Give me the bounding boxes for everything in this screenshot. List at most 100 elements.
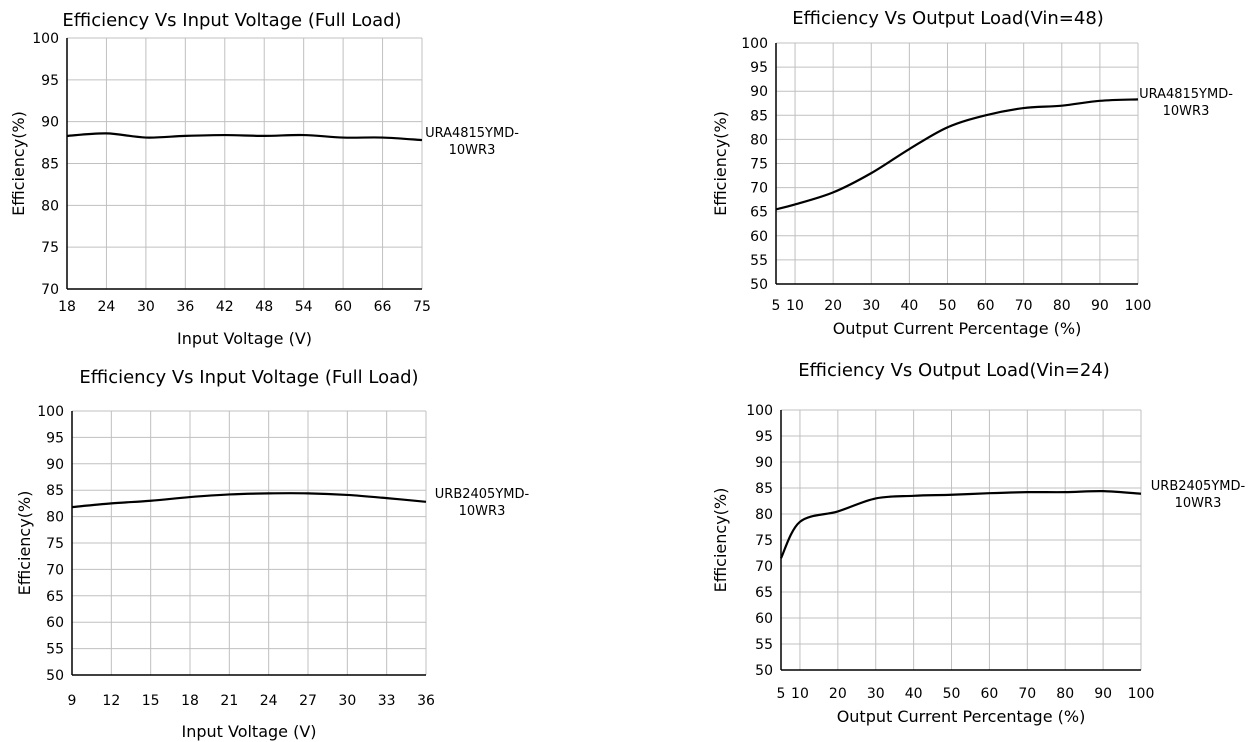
y-tick-label: 55 — [46, 642, 64, 658]
chart-title: Efficiency Vs Output Load(Vin=24) — [798, 360, 1110, 381]
y-tick-label: 95 — [750, 60, 768, 76]
y-tick-label: 90 — [750, 84, 768, 100]
y-tick-label: 50 — [755, 663, 773, 679]
y-tick-label: 100 — [741, 36, 768, 52]
x-tick-label: 80 — [1056, 686, 1074, 702]
y-tick-label: 70 — [750, 181, 768, 197]
x-tick-label: 10 — [791, 686, 809, 702]
y-axis-label: Efficiency(%) — [711, 111, 730, 216]
series-label-line: URA4815YMD- — [1139, 87, 1233, 102]
series-line — [776, 99, 1138, 209]
x-tick-label: 70 — [1015, 298, 1033, 314]
x-tick-label: 30 — [338, 693, 356, 709]
x-tick-label: 21 — [220, 693, 238, 709]
y-tick-label: 70 — [41, 282, 59, 298]
x-tick-label: 30 — [862, 298, 880, 314]
y-axis-label: Efficiency(%) — [711, 488, 730, 593]
y-tick-label: 85 — [755, 481, 773, 497]
x-tick-label: 36 — [176, 299, 194, 315]
x-tick-label: 60 — [334, 299, 352, 315]
x-tick-label: 10 — [786, 298, 804, 314]
x-tick-label: 24 — [98, 299, 116, 315]
x-tick-label: 60 — [981, 686, 999, 702]
x-tick-label: 12 — [102, 693, 120, 709]
x-tick-label: 36 — [417, 693, 435, 709]
x-axis-label: Input Voltage (V) — [181, 722, 316, 741]
y-tick-label: 75 — [755, 533, 773, 549]
chart-3: 50 55 60 65 70 75 80 85 90 95 100 9 12 15 18 21 24 27 30 33… — [15, 367, 530, 741]
chart-title: Efficiency Vs Input Voltage (Full Load) — [62, 10, 401, 31]
x-tick-label: 9 — [68, 693, 77, 709]
chart-2: 50 55 60 65 70 75 80 85 90 95 100 5 10 20 30 40 50 60 70 80… — [711, 8, 1233, 338]
y-tick-label: 80 — [41, 198, 59, 214]
series-label: URB2405YMD- 10WR3 — [435, 487, 530, 519]
y-tick-label: 60 — [750, 229, 768, 245]
y-tick-label: 65 — [46, 589, 64, 605]
y-tick-label: 70 — [46, 562, 64, 578]
x-axis-label: Output Current Percentage (%) — [837, 707, 1086, 726]
x-tick-label: 80 — [1053, 298, 1071, 314]
series-line — [72, 493, 426, 507]
y-tick-label: 100 — [37, 404, 64, 420]
y-tick-label: 90 — [41, 115, 59, 131]
series-label: URA4815YMD- 10WR3 — [425, 126, 519, 158]
x-tick-label: 90 — [1091, 298, 1109, 314]
y-tick-label: 55 — [755, 637, 773, 653]
x-axis-label: Input Voltage (V) — [177, 329, 312, 348]
x-tick-label: 48 — [255, 299, 273, 315]
series-label: URB2405YMD- 10WR3 — [1151, 479, 1246, 511]
y-tick-label: 60 — [46, 615, 64, 631]
y-axis-label: Efficiency(%) — [15, 491, 34, 596]
series-label-line: URB2405YMD- — [435, 487, 530, 502]
x-tick-label: 50 — [939, 298, 957, 314]
x-tick-label: 54 — [295, 299, 313, 315]
y-tick-label: 70 — [755, 559, 773, 575]
x-tick-label: 70 — [1018, 686, 1036, 702]
y-tick-label: 65 — [755, 585, 773, 601]
y-tick-label: 60 — [755, 611, 773, 627]
y-tick-label: 65 — [750, 205, 768, 221]
series-label-line: 10WR3 — [1175, 496, 1222, 511]
chart-1: 70 75 80 85 90 95 100 18 24 30 36 42 48 54 60 66 75 Effic… — [9, 10, 519, 348]
x-tick-label: 20 — [829, 686, 847, 702]
y-tick-label: 90 — [755, 455, 773, 471]
y-tick-label: 50 — [750, 277, 768, 293]
x-tick-label: 75 — [413, 299, 431, 315]
series-label-line: URB2405YMD- — [1151, 479, 1246, 494]
x-tick-label: 5 — [777, 686, 786, 702]
chart-4: 50 55 60 65 70 75 80 85 90 95 100 5 10 20 30 40 50 60 70 80… — [711, 360, 1246, 726]
y-tick-label: 100 — [32, 31, 59, 47]
series-label-line: 10WR3 — [449, 143, 496, 158]
y-tick-label: 85 — [41, 157, 59, 173]
x-tick-label: 24 — [260, 693, 278, 709]
x-tick-label: 100 — [1128, 686, 1155, 702]
y-tick-label: 80 — [46, 510, 64, 526]
series-line — [781, 491, 1141, 558]
y-tick-label: 75 — [46, 536, 64, 552]
chart-title: Efficiency Vs Output Load(Vin=48) — [792, 8, 1104, 29]
x-tick-label: 20 — [824, 298, 842, 314]
x-tick-label: 5 — [772, 298, 781, 314]
series-label-line: URA4815YMD- — [425, 126, 519, 141]
series-line — [67, 133, 422, 140]
y-tick-label: 75 — [750, 157, 768, 173]
x-tick-label: 30 — [137, 299, 155, 315]
y-tick-label: 100 — [746, 403, 773, 419]
series-label-line: 10WR3 — [1163, 104, 1210, 119]
y-tick-label: 85 — [750, 108, 768, 124]
y-axis-label: Efficiency(%) — [9, 111, 28, 216]
x-tick-label: 66 — [374, 299, 392, 315]
x-tick-label: 33 — [378, 693, 396, 709]
y-tick-label: 50 — [46, 668, 64, 684]
x-tick-label: 27 — [299, 693, 317, 709]
x-tick-label: 15 — [142, 693, 160, 709]
series-label: URA4815YMD- 10WR3 — [1139, 87, 1233, 119]
x-tick-label: 100 — [1125, 298, 1152, 314]
x-tick-label: 50 — [943, 686, 961, 702]
y-tick-label: 95 — [46, 430, 64, 446]
y-tick-label: 80 — [755, 507, 773, 523]
x-tick-label: 90 — [1094, 686, 1112, 702]
x-axis-label: Output Current Percentage (%) — [833, 319, 1082, 338]
x-tick-label: 60 — [977, 298, 995, 314]
